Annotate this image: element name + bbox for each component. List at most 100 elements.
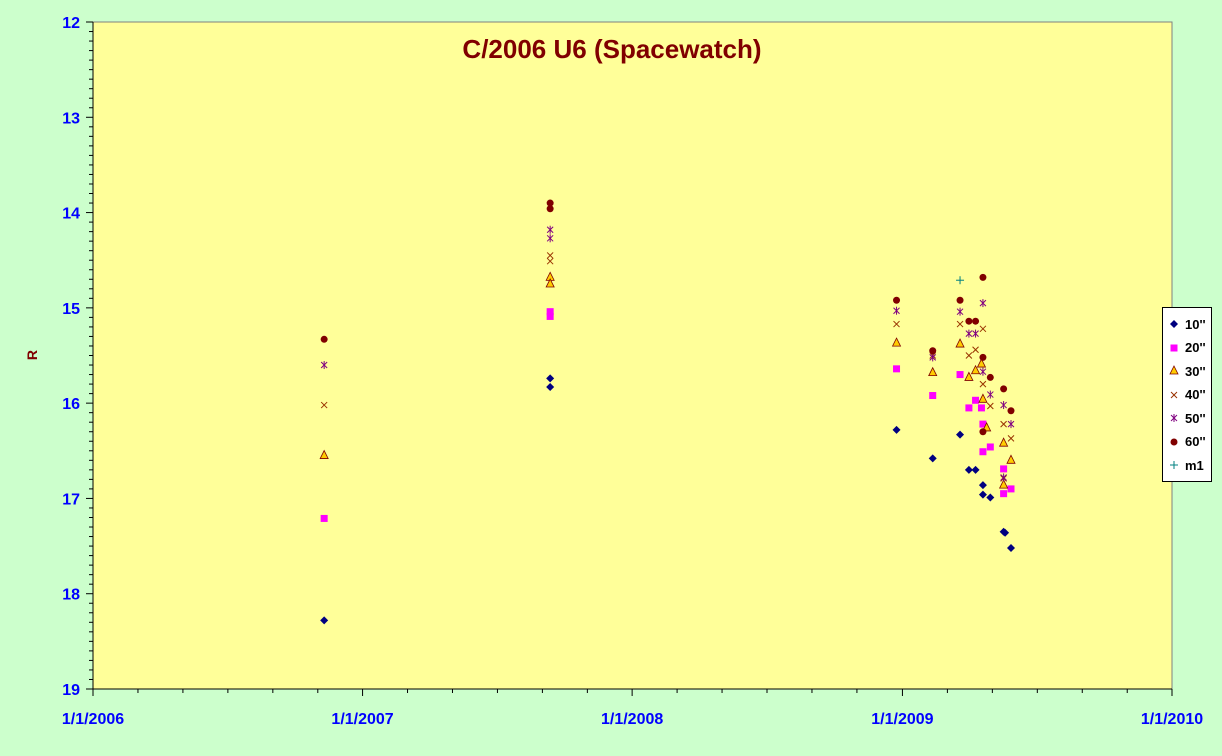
point-60 — [979, 353, 987, 361]
legend-item: 30'' — [1167, 361, 1206, 381]
point-50 — [986, 390, 994, 399]
point-40 — [546, 252, 554, 259]
y-axis-label: R — [24, 350, 40, 360]
y-tick-label: 19 — [62, 682, 80, 699]
point-10 — [964, 465, 973, 474]
axes: 12 13 14 15 16 17 18 19 1/1/2006 1/1/2007 1/1/2008… — [62, 15, 1203, 728]
point-60 — [1000, 385, 1008, 393]
point-50 — [1000, 401, 1007, 410]
point-30 — [955, 338, 965, 348]
legend-marker-icon — [1170, 320, 1178, 328]
legend-marker — [1170, 320, 1178, 328]
x-tick-label: 1/1/2008 — [601, 711, 663, 728]
point-20 — [986, 443, 994, 451]
point-20 — [1007, 485, 1015, 493]
point-10 — [928, 454, 937, 463]
legend-marker-icon — [1170, 461, 1178, 469]
point-20 — [1000, 490, 1008, 498]
point-60 — [929, 347, 937, 355]
legend-marker — [1170, 461, 1178, 469]
legend-marker — [1170, 391, 1178, 398]
legend-label: m1 — [1185, 457, 1204, 473]
legend-item: 60'' — [1167, 432, 1206, 452]
point-40 — [893, 320, 900, 328]
point-50 — [546, 225, 554, 234]
point-60 — [956, 296, 964, 304]
point-60 — [546, 205, 554, 213]
point-10 — [1001, 528, 1010, 537]
data-points — [319, 199, 1016, 625]
point-50 — [893, 306, 900, 315]
legend-item: 20'' — [1167, 338, 1206, 358]
y-tick-label: 12 — [62, 15, 80, 32]
legend-label: 10'' — [1185, 316, 1206, 332]
point-m1 — [956, 276, 965, 285]
legend-marker — [1169, 365, 1179, 375]
point-20 — [977, 404, 985, 412]
point-20 — [320, 514, 328, 522]
point-60 — [979, 273, 987, 281]
point-50 — [972, 329, 979, 338]
legend-marker-icon — [1170, 414, 1178, 422]
point-50 — [979, 299, 987, 308]
point-60 — [986, 373, 994, 381]
point-10 — [892, 425, 901, 434]
point-60 — [965, 317, 973, 325]
point-50 — [965, 329, 973, 338]
y-tick-label: 17 — [62, 491, 80, 508]
point-10 — [971, 465, 980, 474]
point-40 — [546, 257, 554, 265]
point-50 — [956, 307, 964, 316]
point-40 — [1000, 420, 1007, 428]
legend-marker-icon — [1170, 391, 1178, 398]
point-40 — [979, 380, 987, 388]
x-tick-label: 1/1/2009 — [871, 711, 933, 728]
point-30 — [928, 366, 938, 377]
point-20 — [546, 312, 554, 320]
point-60 — [320, 335, 328, 343]
legend-marker-icon — [1169, 365, 1179, 375]
point-30 — [998, 437, 1009, 447]
point-60 — [546, 199, 554, 207]
legend-label: 30'' — [1185, 363, 1206, 379]
point-20 — [546, 308, 554, 316]
legend-label: 20'' — [1185, 340, 1206, 355]
y-tick-label: 15 — [62, 301, 80, 318]
point-50 — [320, 361, 328, 370]
point-10 — [978, 481, 987, 490]
point-60 — [893, 296, 901, 304]
legend-marker — [1170, 344, 1178, 351]
y-tick-label: 14 — [62, 206, 80, 223]
x-tick-label: 1/1/2010 — [1141, 711, 1203, 728]
point-30 — [545, 278, 555, 288]
point-20 — [979, 420, 987, 428]
point-50 — [546, 234, 554, 243]
x-tick-label: 1/1/2007 — [331, 711, 393, 728]
point-10 — [546, 382, 555, 391]
point-20 — [965, 404, 973, 412]
point-40 — [1007, 435, 1015, 442]
point-50 — [1007, 420, 1015, 429]
point-30 — [964, 371, 974, 381]
chart-title: C/2006 U6 (Spacewatch) — [462, 34, 761, 64]
point-30 — [978, 393, 988, 403]
point-40 — [956, 320, 964, 328]
point-30 — [976, 358, 987, 368]
plot-area — [92, 21, 1173, 690]
point-40 — [972, 346, 979, 354]
point-20 — [956, 371, 964, 379]
point-30 — [319, 449, 329, 459]
point-30 — [970, 364, 981, 375]
legend-marker — [1170, 438, 1178, 445]
x-tick-label: 1/1/2006 — [62, 711, 124, 728]
point-50 — [1000, 473, 1007, 482]
point-20 — [893, 365, 901, 373]
point-30 — [1006, 454, 1016, 464]
point-20 — [929, 392, 937, 400]
legend-label: 50'' — [1185, 410, 1206, 426]
point-10 — [1006, 543, 1015, 552]
point-10 — [320, 616, 329, 625]
point-60 — [979, 428, 987, 436]
